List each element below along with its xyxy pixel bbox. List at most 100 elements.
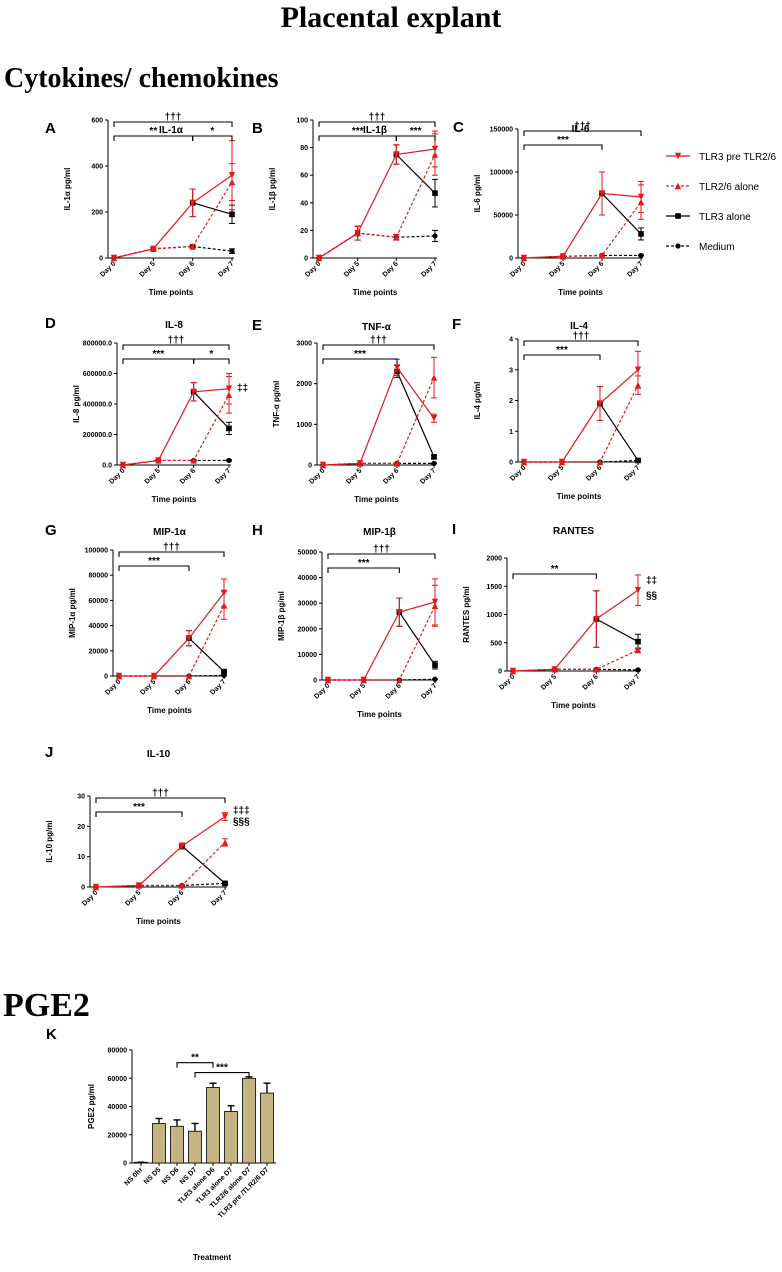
significance-bracket: *** xyxy=(194,1063,250,1078)
y-tick-label: 60000 xyxy=(89,598,109,605)
x-tick-label: Day 5 xyxy=(124,889,142,907)
y-tick-label: 800000.0 xyxy=(83,341,112,348)
y-tick-label: 20 xyxy=(300,228,308,235)
data-point xyxy=(221,839,229,846)
bracket-line xyxy=(194,1072,250,1078)
y-tick-label: 600 xyxy=(91,118,103,125)
bar-group xyxy=(188,1122,202,1164)
panel-title: IL-6 xyxy=(572,124,590,135)
y-tick-label: 500 xyxy=(490,640,502,647)
series-0 xyxy=(319,358,438,469)
data-point xyxy=(150,245,157,252)
series-line xyxy=(119,592,225,677)
data-point xyxy=(190,457,197,464)
y-tick-label: 1000 xyxy=(296,422,312,429)
bracket-line xyxy=(192,135,233,141)
x-tick-label: Day 6 xyxy=(167,889,185,907)
data-point xyxy=(319,461,327,469)
significance-bracket: * xyxy=(193,349,230,364)
panel-title: IL-8 xyxy=(165,320,183,331)
significance-label: ††† xyxy=(574,121,591,132)
bar xyxy=(170,1125,184,1164)
series-0 xyxy=(520,350,642,466)
series-line xyxy=(113,181,233,259)
y-tick-label: 0 xyxy=(99,256,103,263)
significance-label: ††† xyxy=(373,544,390,555)
series-0 xyxy=(509,574,642,675)
data-point xyxy=(431,598,439,606)
x-tick-label: Day 0 xyxy=(304,260,322,278)
x-tick-label: Day 7 xyxy=(419,467,437,485)
data-point xyxy=(520,254,528,262)
bracket-line xyxy=(118,565,190,571)
panel-title: RANTES xyxy=(553,526,594,537)
significance-label: ††† xyxy=(370,335,387,346)
y-tick-label: 0 xyxy=(509,256,513,263)
panel-letter: F xyxy=(452,316,461,333)
data-point xyxy=(431,454,437,460)
series-1 xyxy=(115,591,228,680)
x-tick-label: Day 0 xyxy=(509,464,527,482)
significance-label: ††† xyxy=(369,112,386,123)
panel-letter: J xyxy=(45,744,53,761)
x-tick-label: Day 5 xyxy=(144,467,162,485)
data-point xyxy=(593,615,600,623)
data-point xyxy=(150,672,158,680)
y-tick-label: 60 xyxy=(300,173,308,180)
series-2 xyxy=(597,386,641,464)
series-1 xyxy=(92,838,229,891)
panel-letter: E xyxy=(252,317,262,334)
legend-label: TLR3 pre TLR2/6 xyxy=(699,152,777,163)
data-point xyxy=(360,676,367,684)
significance-label: ††† xyxy=(165,112,182,123)
series-line xyxy=(601,193,642,235)
x-tick-label: Day 5 xyxy=(139,678,157,696)
data-point xyxy=(356,460,364,467)
series-3 xyxy=(521,457,641,465)
series-line xyxy=(596,618,639,643)
y-axis-label: TNF-α pg/ml xyxy=(272,381,281,428)
y-tick-label: 30 xyxy=(77,794,85,801)
bracket-line xyxy=(193,358,230,364)
panel-title: IL-1α xyxy=(159,125,184,136)
panel-title: MIP-1β xyxy=(363,527,396,538)
series-0 xyxy=(324,578,439,684)
series-1 xyxy=(520,375,642,466)
bracket-line xyxy=(523,354,601,360)
series-line xyxy=(193,391,230,429)
data-point xyxy=(396,608,403,616)
significance-label: ††† xyxy=(163,542,180,553)
y-tick-label: 100 xyxy=(296,118,308,125)
bar-group xyxy=(152,1117,166,1164)
y-tick-label: 10000 xyxy=(298,652,318,659)
series-line xyxy=(599,403,639,461)
bar xyxy=(242,1077,256,1164)
data-point xyxy=(226,425,232,432)
bracket-line xyxy=(523,130,642,136)
significance-bracket: ††† xyxy=(118,542,225,557)
series-line xyxy=(318,154,436,259)
significance-label: ** xyxy=(551,564,559,575)
significance-label: *** xyxy=(133,802,145,813)
y-axis-label: IL-1β pg/ml xyxy=(268,168,277,211)
y-tick-label: 2000 xyxy=(296,381,312,388)
x-tick-label: Day 6 xyxy=(587,260,605,278)
x-tick-label: Day 6 xyxy=(382,467,400,485)
data-point xyxy=(226,457,232,464)
panel-a: A IL-1α 0 200 400 600 Day 0 Day 5 Day 6 Day 7 Time… xyxy=(45,112,235,297)
bracket-line xyxy=(318,121,436,127)
panel-b: B IL-1β 0 20 40 60 80 100 Day 0 Day 5 Day 6 Day 7 Ti… xyxy=(252,112,438,297)
data-point xyxy=(185,672,193,680)
data-point xyxy=(432,662,438,668)
legend-item: TLR2/6 alone xyxy=(666,182,759,193)
significance-bracket: ** xyxy=(512,564,597,579)
data-point xyxy=(229,248,235,254)
y-tick-label: 2000 xyxy=(486,556,502,563)
series-line xyxy=(122,394,230,466)
data-point xyxy=(221,668,227,675)
x-axis-label: Time points xyxy=(353,288,398,297)
data-point xyxy=(520,458,528,466)
data-point xyxy=(551,666,558,673)
bracket-line xyxy=(512,573,597,579)
